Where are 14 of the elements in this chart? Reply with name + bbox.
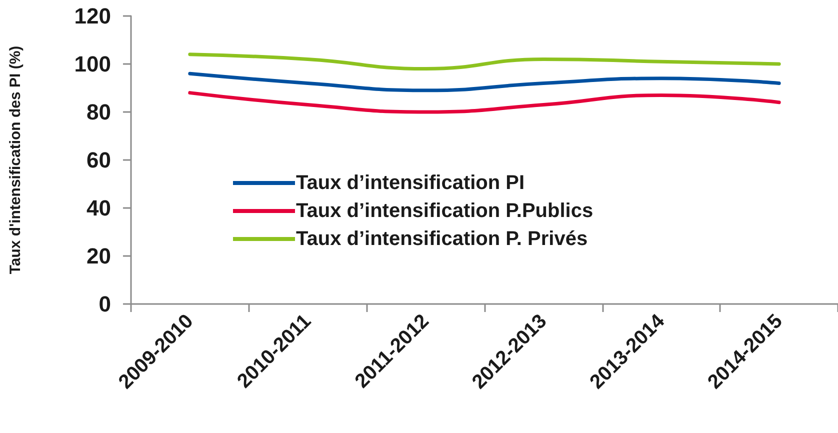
y-tick-label: 60 bbox=[86, 148, 111, 172]
y-tick-label: 80 bbox=[86, 100, 111, 124]
y-tick-label: 0 bbox=[98, 292, 111, 316]
line-series bbox=[188, 91, 781, 114]
line-series bbox=[188, 52, 781, 71]
y-tick-label: 120 bbox=[74, 4, 111, 28]
legend-label: Taux d’intensification P.Publics bbox=[296, 200, 594, 222]
y-tick-label: 100 bbox=[74, 52, 111, 76]
y-axis-title: Taux d'intensification des PI (%) bbox=[7, 46, 24, 274]
y-tick-label: 20 bbox=[86, 244, 111, 268]
legend-label: Taux d’intensification PI bbox=[296, 172, 525, 194]
legend-label: Taux d’intensification P. Privés bbox=[296, 228, 588, 250]
line-series bbox=[188, 72, 781, 92]
y-tick-label: 40 bbox=[86, 196, 111, 220]
